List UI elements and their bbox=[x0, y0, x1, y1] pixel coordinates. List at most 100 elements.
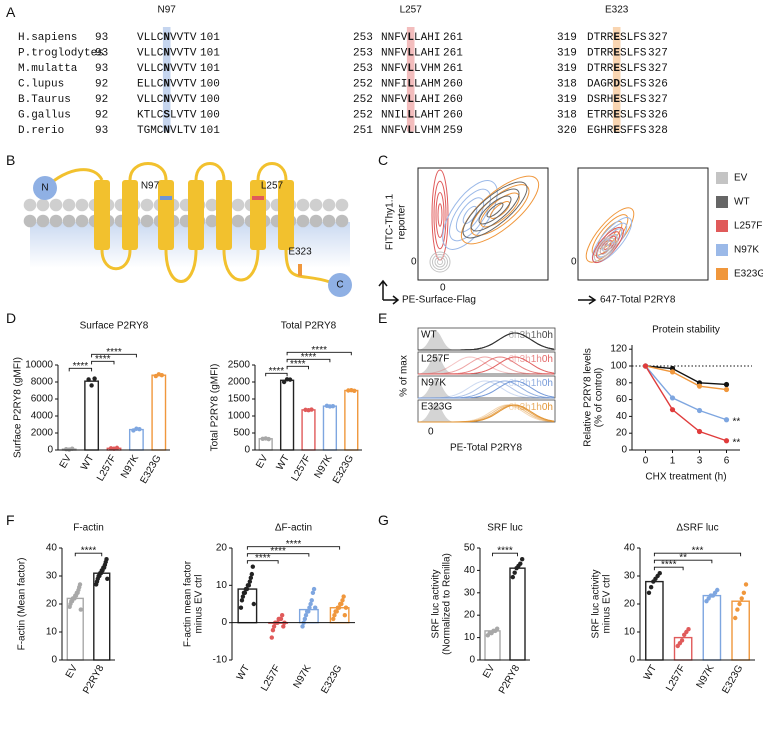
flow-zero: 0 bbox=[411, 257, 417, 268]
data-point bbox=[741, 590, 747, 595]
time-label: 3h bbox=[520, 354, 531, 365]
seq-part: VLLC bbox=[137, 63, 164, 75]
y-tick-label: 2000 bbox=[31, 428, 54, 439]
seq-end: 101 bbox=[200, 48, 220, 60]
helix bbox=[94, 180, 110, 250]
data-point bbox=[114, 445, 120, 451]
y-axis-label: (Normalized to Renilla) bbox=[442, 553, 453, 655]
panel-label: F bbox=[6, 512, 15, 528]
y-tick-label: 40 bbox=[624, 543, 636, 554]
seq-end: 259 bbox=[443, 125, 463, 137]
seq-site: N bbox=[163, 32, 170, 44]
flow-zero: 0 bbox=[571, 257, 577, 268]
significance-bracket bbox=[74, 552, 103, 557]
bar bbox=[151, 374, 167, 451]
seq-end: 327 bbox=[648, 48, 668, 60]
seq-start: 93 bbox=[95, 125, 108, 137]
contour bbox=[432, 254, 448, 270]
y-tick-label: 50 bbox=[464, 543, 476, 554]
y-tick-label: 10 bbox=[46, 627, 58, 638]
panel-label: C bbox=[378, 152, 388, 168]
contour bbox=[596, 237, 616, 259]
data-point bbox=[77, 582, 83, 587]
significance-label: **** bbox=[301, 352, 317, 363]
data-point bbox=[307, 605, 312, 610]
data-point bbox=[510, 574, 516, 580]
seq-end: 100 bbox=[200, 79, 220, 91]
helix bbox=[188, 180, 204, 250]
seq-site: S bbox=[163, 110, 170, 122]
seq-end: 326 bbox=[648, 79, 668, 91]
data-point bbox=[494, 626, 500, 631]
time-label: 1h bbox=[531, 378, 542, 389]
site-label: L257 bbox=[261, 181, 284, 192]
lipid-head bbox=[309, 198, 323, 212]
seq-part: NNFV bbox=[381, 125, 408, 137]
sequence: ETRRESLFS bbox=[587, 110, 647, 122]
data-point bbox=[302, 616, 308, 622]
seq-part: DTRR bbox=[587, 48, 614, 60]
chart-title: Protein stability bbox=[652, 325, 720, 336]
seq-part: SFFS bbox=[620, 125, 647, 137]
y-tick-label: 40 bbox=[616, 411, 628, 422]
significance-bracket bbox=[91, 353, 137, 358]
seq-site: E bbox=[613, 63, 620, 75]
seq-part: SLFS bbox=[620, 32, 647, 44]
lipid-head bbox=[322, 214, 336, 228]
species-name: G.gallus bbox=[18, 110, 71, 122]
helix bbox=[216, 180, 232, 250]
time-labels: 6h3h1h0h bbox=[509, 378, 554, 389]
y-tick-label: 6000 bbox=[31, 394, 54, 405]
data-point bbox=[733, 615, 738, 621]
contour bbox=[593, 234, 619, 262]
bar bbox=[344, 389, 359, 451]
sequence: VLLCNVVTV bbox=[137, 94, 197, 106]
data-point bbox=[309, 598, 314, 603]
isotype-curve bbox=[418, 331, 555, 350]
x-tick-label: L257F bbox=[290, 453, 314, 483]
seq-part: KTLC bbox=[137, 110, 164, 122]
x-tick-label: E323G bbox=[720, 663, 745, 696]
x-tick-label: N97K bbox=[695, 663, 717, 690]
histogram-curve bbox=[418, 332, 555, 351]
lipid-head bbox=[140, 214, 154, 228]
legend-swatch bbox=[716, 244, 728, 256]
chart-title: F-actin bbox=[73, 523, 104, 534]
legend-label: EV bbox=[734, 173, 748, 184]
flow-plot-frame bbox=[577, 167, 709, 281]
lipid-head bbox=[309, 214, 323, 228]
seq-end: 101 bbox=[200, 63, 220, 75]
lipid-head bbox=[205, 214, 219, 228]
histogram-frame bbox=[417, 399, 556, 423]
y-tick-label: 2000 bbox=[228, 377, 251, 388]
hist-ylabel: % of max bbox=[399, 355, 410, 397]
y-tick-label: 10 bbox=[624, 627, 636, 638]
time-label: 0h bbox=[542, 378, 553, 389]
seq-end: 327 bbox=[648, 32, 668, 44]
significance-bracket bbox=[265, 372, 288, 377]
data-point bbox=[308, 601, 313, 607]
legend-label: WT bbox=[734, 197, 750, 208]
y-axis-label: SRF luc activity bbox=[591, 570, 602, 639]
data-point bbox=[334, 609, 339, 614]
seq-end: 261 bbox=[443, 32, 463, 44]
sequence: VLLCNVVTV bbox=[137, 63, 197, 75]
data-point bbox=[339, 601, 344, 607]
seq-start: 253 bbox=[353, 32, 373, 44]
c-terminus bbox=[328, 273, 352, 297]
sequence: NNFVLLAHI bbox=[381, 94, 440, 106]
seq-part: EGHR bbox=[587, 125, 614, 137]
histogram-frame bbox=[417, 375, 556, 399]
data-point bbox=[78, 607, 84, 612]
series-line bbox=[645, 365, 727, 391]
receptor-loops bbox=[43, 162, 331, 284]
seq-start: 252 bbox=[353, 94, 373, 106]
seq-part: NNIL bbox=[381, 110, 407, 122]
y-axis-label: Surface P2RY8 (gMFI) bbox=[13, 357, 24, 458]
data-point bbox=[238, 605, 244, 610]
data-point bbox=[306, 609, 311, 614]
c-label: C bbox=[336, 280, 343, 291]
seq-site: N bbox=[163, 63, 170, 75]
significance-label: **** bbox=[270, 546, 286, 557]
